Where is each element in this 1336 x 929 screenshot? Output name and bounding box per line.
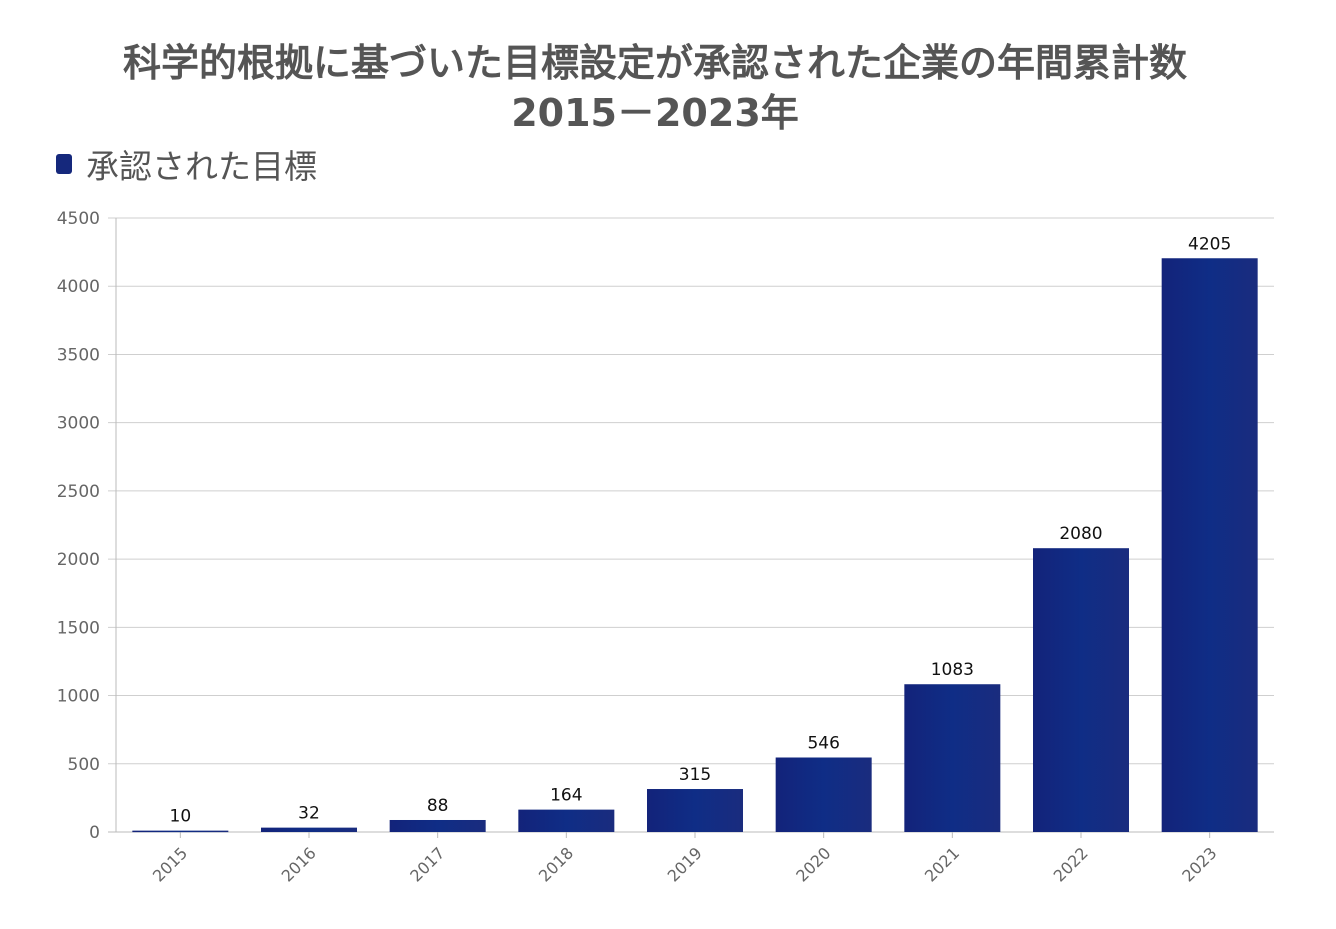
data-label-2018: 164 xyxy=(550,786,582,806)
data-label-2019: 315 xyxy=(679,765,711,785)
x-tick-label: 2018 xyxy=(535,843,577,885)
bar-2023 xyxy=(1161,258,1258,832)
x-tick-label: 2021 xyxy=(921,843,963,885)
data-label-2016: 32 xyxy=(298,804,320,824)
data-label-2022: 2080 xyxy=(1059,524,1102,544)
bar-2020 xyxy=(775,757,872,832)
legend: 承認された目標 xyxy=(56,140,317,188)
y-tick-label: 2000 xyxy=(57,550,100,570)
legend-label: 承認された目標 xyxy=(86,147,317,186)
x-tick-label: 2016 xyxy=(278,843,320,885)
legend-swatch xyxy=(56,154,72,174)
y-tick-label: 500 xyxy=(68,755,100,775)
bar-2019 xyxy=(647,789,743,832)
y-tick-label: 0 xyxy=(89,823,100,843)
data-label-2015: 10 xyxy=(170,807,192,827)
x-tick-label: 2023 xyxy=(1178,843,1220,885)
bar-2022 xyxy=(1033,548,1129,832)
y-tick-label: 4000 xyxy=(57,277,100,297)
y-tick-label: 2500 xyxy=(57,482,100,502)
data-label-2021: 1083 xyxy=(931,660,974,680)
chart-title-line-1: 科学的根拠に基づいた目標設定が承認された企業の年間累計数 xyxy=(122,41,1187,85)
x-tick-label: 2019 xyxy=(664,843,706,885)
y-tick-label: 1000 xyxy=(57,687,100,707)
bar-2015 xyxy=(132,830,229,833)
bar-2018 xyxy=(518,809,615,832)
x-tick-label: 2020 xyxy=(792,843,834,885)
chart-title-line-2: 2015－2023年 xyxy=(511,91,799,135)
y-tick-label: 3500 xyxy=(57,345,100,365)
bar-2017 xyxy=(389,819,486,832)
y-tick-label: 3000 xyxy=(57,414,100,434)
x-tick-label: 2015 xyxy=(149,843,191,885)
x-tick-label: 2022 xyxy=(1050,843,1092,885)
y-tick-label: 1500 xyxy=(57,618,100,638)
x-tick-label: 2017 xyxy=(406,843,448,885)
data-label-2020: 546 xyxy=(807,734,839,754)
bar-2016 xyxy=(261,827,357,832)
bar-2021 xyxy=(904,684,1001,832)
data-label-2023: 4205 xyxy=(1188,234,1231,254)
y-tick-label: 4500 xyxy=(57,209,100,229)
data-label-2017: 88 xyxy=(427,796,449,816)
